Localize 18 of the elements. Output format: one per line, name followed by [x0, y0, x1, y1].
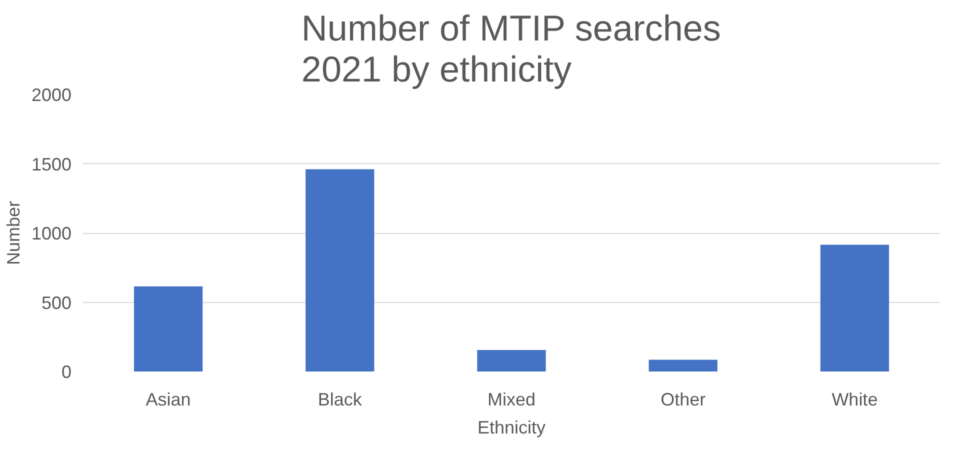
x-tick-label: White — [832, 390, 878, 410]
x-tick-label: Mixed — [487, 390, 536, 410]
bar — [820, 244, 890, 372]
y-tick-label: 1500 — [31, 154, 72, 174]
x-tick-label: Asian — [146, 390, 191, 410]
x-tick-label: Black — [318, 390, 363, 410]
bar — [134, 286, 203, 372]
x-axis-title: Ethnicity — [477, 418, 546, 438]
y-tick-label: 0 — [61, 362, 72, 382]
bar — [477, 350, 546, 372]
bar — [306, 169, 374, 372]
y-tick-label: 2000 — [31, 85, 72, 105]
y-tick-label: 1000 — [31, 224, 72, 244]
y-tick-label: 500 — [41, 292, 72, 313]
bar — [648, 360, 718, 372]
chart-title: Number of MTIP searches 2021 by ethnicity — [301, 8, 721, 90]
x-tick-label: Other — [660, 390, 706, 410]
y-axis-title: Number — [3, 200, 24, 266]
